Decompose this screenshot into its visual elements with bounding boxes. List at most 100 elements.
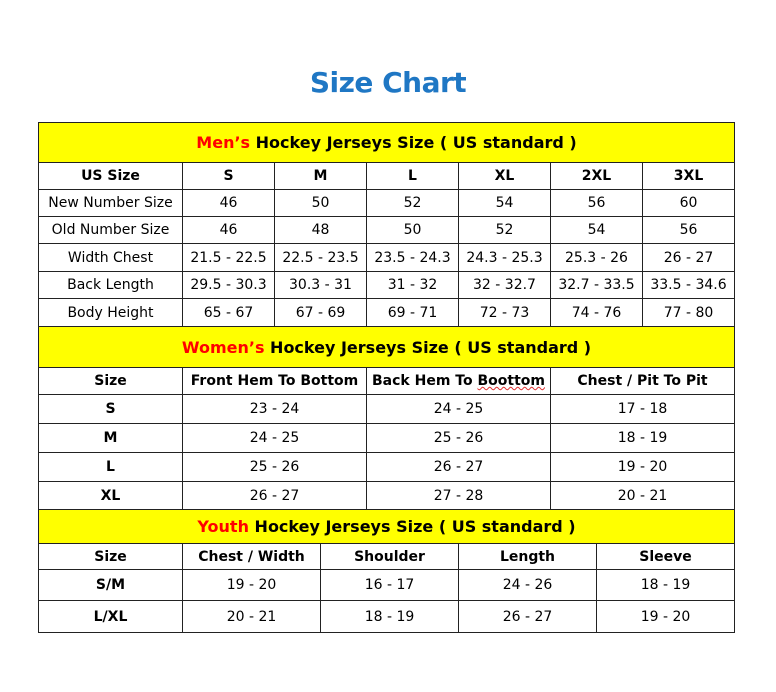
- column-header-label: S: [223, 168, 234, 184]
- column-header: 2XL: [550, 162, 643, 190]
- table-cell: 30.3 - 31: [274, 271, 367, 299]
- table-cell: 72 - 73: [458, 298, 551, 327]
- column-header: Sleeve: [595, 543, 736, 570]
- row-label: S: [38, 394, 183, 424]
- table-cell: 32 - 32.7: [458, 271, 551, 299]
- section-title: Youth Hockey Jerseys Size ( US standard …: [37, 509, 736, 544]
- row-label: Old Number Size: [38, 216, 183, 244]
- row-label: M: [38, 423, 183, 453]
- table-cell: 18 - 19: [595, 569, 736, 601]
- table-cell: 21.5 - 22.5: [182, 243, 275, 272]
- table-row: Width Chest 21.5 - 22.5 22.5 - 23.5 23.5 - …: [38, 243, 736, 272]
- column-header-label: Back Hem To Boottom: [372, 373, 545, 389]
- table-cell: 25 - 26: [182, 452, 367, 482]
- table-cell: 56: [550, 189, 643, 217]
- column-header: Size: [38, 543, 183, 570]
- column-header: US Size: [38, 162, 183, 190]
- column-header: Back Hem To Boottom: [366, 367, 551, 395]
- table-row: Old Number Size 46 48 50 52 54 56: [38, 216, 736, 244]
- table-row: S 23 - 24 24 - 25 17 - 18: [38, 394, 735, 424]
- column-header-label: Shoulder: [354, 548, 425, 565]
- column-header: Size: [38, 367, 183, 395]
- section-title-text: Hockey Jerseys Size ( US standard ): [255, 133, 577, 152]
- row-label: Body Height: [38, 298, 183, 327]
- table-cell: 46: [182, 189, 275, 217]
- table-row: XL 26 - 27 27 - 28 20 - 21: [38, 481, 735, 510]
- table-cell: 69 - 71: [366, 298, 459, 327]
- column-header-label: Chest / Width: [198, 548, 305, 565]
- table-row: S/M 19 - 20 16 - 17 24 - 26 18 - 19: [38, 569, 736, 601]
- table-cell: 18 - 19: [550, 423, 735, 453]
- table-row: L 25 - 26 26 - 27 19 - 20: [38, 452, 735, 482]
- table-cell: 19 - 20: [550, 452, 735, 482]
- table-cell: 26 - 27: [182, 481, 367, 510]
- section-title-prefix: Men’s: [196, 133, 251, 152]
- table-cell: 48: [274, 216, 367, 244]
- mens-size-table: Men’s Hockey Jerseys Size ( US standard …: [37, 122, 736, 327]
- table-cell: 52: [458, 216, 551, 244]
- column-header-row: Size Front Hem To Bottom Back Hem To Boott…: [38, 367, 735, 395]
- column-header-label: 3XL: [673, 168, 704, 184]
- table-cell: 25.3 - 26: [550, 243, 643, 272]
- column-header-label: XL: [494, 168, 515, 184]
- column-header-label: Length: [499, 548, 556, 565]
- column-header: S: [182, 162, 275, 190]
- table-cell: 29.5 - 30.3: [182, 271, 275, 299]
- table-row: L/XL 20 - 21 18 - 19 26 - 27 19 - 20: [38, 600, 736, 633]
- column-header: Shoulder: [320, 543, 459, 570]
- table-cell: 25 - 26: [366, 423, 551, 453]
- page-title: Size Chart: [309, 66, 467, 99]
- column-header-label: Chest / Pit To Pit: [577, 373, 708, 389]
- section-title: Men’s Hockey Jerseys Size ( US standard …: [37, 122, 736, 163]
- table-cell: 26 - 27: [366, 452, 551, 482]
- table-row: Body Height 65 - 67 67 - 69 69 - 71 72 - 73 7…: [38, 298, 736, 327]
- womens-size-table: Women’s Hockey Jerseys Size ( US standar…: [38, 326, 735, 510]
- table-cell: 65 - 67: [182, 298, 275, 327]
- table-cell: 17 - 18: [550, 394, 735, 424]
- row-label: New Number Size: [38, 189, 183, 217]
- table-cell: 24 - 26: [458, 569, 597, 601]
- column-header-label: M: [313, 168, 328, 184]
- table-cell: 23.5 - 24.3: [366, 243, 459, 272]
- table-cell: 54: [550, 216, 643, 244]
- table-cell: 33.5 - 34.6: [641, 271, 736, 299]
- section-title-text: Hockey Jerseys Size ( US standard ): [270, 337, 592, 357]
- table-cell: 56: [641, 216, 736, 244]
- column-header: M: [274, 162, 367, 190]
- table-cell: 19 - 20: [595, 600, 736, 633]
- table-row: Back Length 29.5 - 30.3 30.3 - 31 31 - 32 32…: [38, 271, 736, 299]
- table-cell: 27 - 28: [366, 481, 551, 510]
- column-header: Chest / Width: [182, 543, 321, 570]
- mens-section-header: Men’s Hockey Jerseys Size ( US standard …: [37, 122, 736, 163]
- table-cell: 23 - 24: [182, 394, 367, 424]
- table-cell: 18 - 19: [320, 600, 459, 633]
- table-cell: 16 - 17: [320, 569, 459, 601]
- table-cell: 20 - 21: [550, 481, 735, 510]
- column-header: L: [366, 162, 459, 190]
- table-cell: 32.7 - 33.5: [550, 271, 643, 299]
- column-header: Length: [458, 543, 597, 570]
- table-cell: 24.3 - 25.3: [458, 243, 551, 272]
- row-label: XL: [38, 481, 183, 510]
- column-header-row: US Size S M L XL 2XL 3XL: [38, 162, 736, 190]
- table-cell: 50: [366, 216, 459, 244]
- table-cell: 26 - 27: [641, 243, 736, 272]
- column-header-row: Size Chest / Width Shoulder Length Sleeve: [38, 543, 736, 570]
- section-title-prefix: Youth: [197, 517, 249, 536]
- table-row: M 24 - 25 25 - 26 18 - 19: [38, 423, 735, 453]
- table-cell: 77 - 80: [641, 298, 736, 327]
- table-cell: 67 - 69: [274, 298, 367, 327]
- table-row: New Number Size 46 50 52 54 56 60: [38, 189, 736, 217]
- column-header-label: Front Hem To Bottom: [190, 373, 359, 389]
- table-cell: 54: [458, 189, 551, 217]
- table-cell: 26 - 27: [458, 600, 597, 633]
- section-title-text: Hockey Jerseys Size ( US standard ): [254, 517, 576, 536]
- column-header-label: US Size: [81, 168, 140, 184]
- table-cell: 52: [366, 189, 459, 217]
- column-header-label: Size: [94, 373, 127, 389]
- column-header-label: Size: [94, 548, 127, 565]
- section-title: Women’s Hockey Jerseys Size ( US standar…: [38, 326, 735, 368]
- column-header-label: Sleeve: [639, 548, 692, 565]
- table-cell: 74 - 76: [550, 298, 643, 327]
- column-header: Front Hem To Bottom: [182, 367, 367, 395]
